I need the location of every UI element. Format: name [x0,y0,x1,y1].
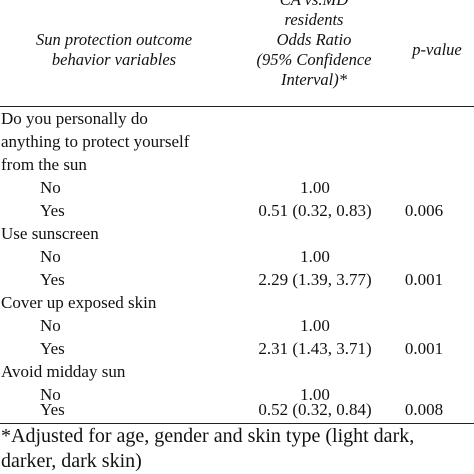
row-level-label: No [40,316,61,335]
column-header-or-line: Interval)* [281,70,347,89]
group-label: Use sunscreen [1,224,99,243]
group-label: from the sun [1,155,87,174]
column-header-behavior: Sun protection outcome behavior variable… [0,30,228,70]
footer-divider [0,423,474,424]
row-level-label: Yes [40,270,65,289]
column-header-or-line: CA vs.MD [232,0,396,10]
row-level-label: No [40,385,61,404]
column-header-behavior-line: Sun protection outcome [35,30,193,49]
odds-ratio-cell: 1.00 [300,316,330,335]
column-header-odds-ratio: CA vs.MD residents Odds Ratio (95% Confi… [232,0,396,90]
group-label: Avoid midday sun [1,362,126,381]
p-value-cell: 0.006 [404,201,444,220]
table-footnote: *Adjusted for age, gender and skin type … [1,425,415,472]
odds-ratio-cell: 1.00 [300,385,330,404]
column-header-or-line: residents [284,10,344,29]
column-header-or-line: (95% Confidence [256,50,372,69]
row-level-label: No [40,178,61,197]
column-header-or-line: Odds Ratio [276,30,352,49]
row-level-label: No [40,247,61,266]
odds-ratio-cell: 1.00 [300,247,330,266]
p-value-cell: 0.001 [404,339,444,358]
group-label: Do you personally do [1,109,148,128]
column-header-behavior-line: behavior variables [51,50,177,69]
group-label: anything to protect yourself [1,132,190,151]
odds-ratio-cell: 1.00 [300,178,330,197]
odds-ratio-cell: 0.52 (0.32, 0.84) [258,400,372,419]
odds-ratio-cell: 0.51 (0.32, 0.83) [258,201,372,220]
row-level-label: Yes [40,400,65,419]
odds-ratio-cell: 2.31 (1.43, 3.71) [258,339,372,358]
p-value-cell: 0.008 [404,400,444,419]
row-level-label: Yes [40,339,65,358]
column-header-pvalue: p-value [412,40,462,59]
row-level-label: Yes [40,201,65,220]
p-value-cell: 0.001 [404,270,444,289]
odds-ratio-cell: 2.29 (1.39, 3.77) [258,270,372,289]
header-divider [0,106,474,107]
group-label: Cover up exposed skin [1,293,157,312]
